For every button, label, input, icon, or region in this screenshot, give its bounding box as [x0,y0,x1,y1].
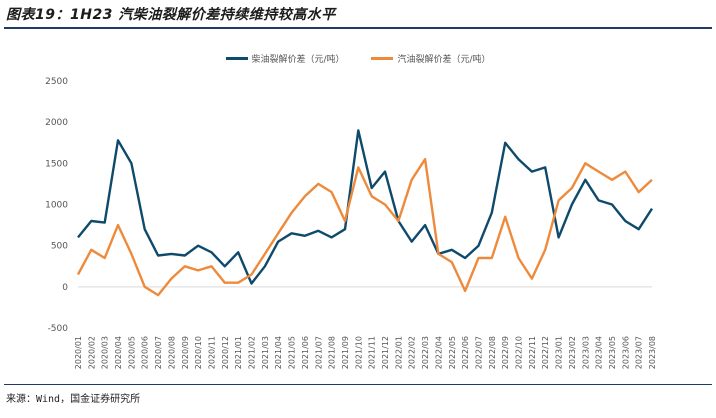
x-tick-label: 2020/02 [87,336,96,369]
legend-swatch-diesel [225,57,248,60]
legend: 柴油裂解价差（元/吨） 汽油裂解价差（元/吨） [0,52,716,65]
x-tick-label: 2023/08 [648,336,657,369]
x-tick-label: 2022/10 [515,336,524,369]
x-tick-label: 2020/10 [194,336,203,369]
x-tick-label: 2021/06 [301,336,310,369]
y-tick-label: -500 [48,324,69,334]
y-axis-ticks: -500 0 500 1000 1500 2000 2500 [45,77,68,334]
x-tick-label: 2023/06 [621,336,630,369]
x-tick-label: 2020/04 [114,336,123,369]
x-tick-label: 2023/05 [608,336,617,369]
x-tick-label: 2021/02 [248,336,257,369]
legend-item-gasoline: 汽油裂解价差（元/吨） [371,52,490,65]
y-tick-label: 1500 [45,159,68,169]
x-tick-label: 2021/01 [234,336,243,369]
series-line-diesel [77,129,654,285]
y-tick-label: 2500 [45,77,68,87]
x-axis-ticks: 2020/01 2020/02 2020/03 2020/04 2020/05 2020/… [74,336,657,369]
chart-title: 图表19：1H23 汽柴油裂解价差持续维持较高水平 [6,7,336,23]
y-tick-label: 2000 [45,118,68,128]
x-tick-label: 2022/05 [448,336,457,369]
x-tick-label: 2020/07 [154,336,163,369]
x-tick-label: 2020/08 [167,336,176,369]
source-note: 来源：Wind，国金证券研究所 [6,394,141,405]
x-tick-label: 2022/03 [421,336,430,369]
x-tick-label: 2022/07 [474,336,483,369]
x-tick-label: 2023/07 [635,336,644,369]
x-tick-label: 2021/07 [314,336,323,369]
x-tick-label: 2021/11 [368,336,377,369]
x-tick-label: 2022/06 [461,336,470,369]
legend-swatch-gasoline [371,57,394,60]
y-tick-label: 500 [51,242,68,252]
x-tick-label: 2022/12 [541,336,550,369]
x-tick-label: 2021/09 [341,336,350,369]
source-divider [4,384,712,385]
x-tick-label: 2022/02 [408,336,417,369]
x-tick-label: 2020/06 [141,336,150,369]
x-tick-label: 2020/01 [74,336,83,369]
x-tick-label: 2023/04 [595,336,604,369]
y-tick-label: 0 [62,283,68,293]
legend-item-diesel: 柴油裂解价差（元/吨） [225,52,345,65]
x-tick-label: 2021/03 [261,336,270,369]
series-lines [76,129,654,297]
x-tick-label: 2020/11 [207,336,216,369]
x-tick-label: 2023/03 [581,336,590,369]
legend-label-diesel: 柴油裂解价差（元/吨） [251,55,345,65]
x-tick-label: 2021/08 [328,336,337,369]
x-tick-label: 2021/04 [274,336,283,369]
x-tick-label: 2021/12 [381,336,390,369]
x-tick-label: 2022/08 [488,336,497,369]
x-tick-label: 2022/11 [528,336,537,369]
x-tick-label: 2022/01 [394,336,403,369]
series-line-gasoline [76,158,653,297]
x-tick-label: 2020/12 [221,336,230,369]
legend-label-gasoline: 汽油裂解价差（元/吨） [397,55,491,65]
title-divider [4,27,712,29]
x-tick-label: 2022/04 [434,336,443,369]
x-tick-label: 2023/02 [568,336,577,369]
x-tick-label: 2020/05 [127,336,136,369]
x-tick-label: 2020/09 [181,336,190,369]
x-tick-label: 2023/01 [555,336,564,369]
x-tick-label: 2020/03 [101,336,110,369]
x-tick-label: 2021/05 [288,336,297,369]
x-tick-label: 2021/10 [354,336,363,369]
x-tick-label: 2022/09 [501,336,510,369]
y-tick-label: 1000 [45,201,68,211]
